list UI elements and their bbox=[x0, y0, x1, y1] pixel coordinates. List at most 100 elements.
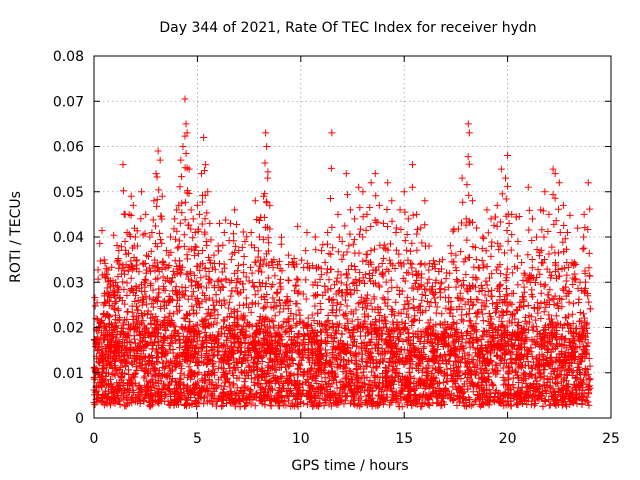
data-point bbox=[552, 400, 560, 408]
data-point bbox=[125, 354, 133, 362]
data-point bbox=[172, 354, 180, 362]
data-point bbox=[499, 309, 507, 317]
data-point bbox=[410, 304, 418, 312]
data-point bbox=[190, 389, 198, 397]
data-point bbox=[528, 353, 536, 361]
data-point bbox=[247, 368, 255, 376]
data-point bbox=[107, 396, 115, 404]
data-point bbox=[294, 222, 302, 230]
data-point bbox=[359, 303, 367, 311]
data-point bbox=[407, 247, 415, 255]
data-point bbox=[472, 309, 480, 317]
data-point bbox=[585, 401, 593, 409]
data-point bbox=[573, 344, 581, 352]
data-point bbox=[189, 332, 197, 340]
data-point bbox=[359, 323, 367, 331]
data-point bbox=[232, 359, 240, 367]
data-point bbox=[188, 292, 196, 300]
data-point bbox=[311, 374, 319, 382]
data-point bbox=[424, 367, 432, 375]
data-point bbox=[203, 392, 211, 400]
data-point bbox=[114, 256, 122, 264]
data-point bbox=[356, 400, 364, 408]
data-point bbox=[176, 335, 184, 343]
data-point bbox=[453, 364, 461, 372]
data-point bbox=[235, 338, 243, 346]
data-point bbox=[140, 374, 148, 382]
data-point bbox=[269, 264, 277, 272]
data-point bbox=[299, 386, 307, 394]
data-point bbox=[193, 321, 201, 329]
data-point bbox=[415, 359, 423, 367]
data-point bbox=[544, 291, 552, 299]
data-point bbox=[243, 233, 251, 241]
data-point bbox=[185, 363, 193, 371]
data-point bbox=[304, 320, 312, 328]
data-point bbox=[529, 381, 537, 389]
data-point bbox=[110, 231, 118, 239]
data-point bbox=[328, 380, 336, 388]
data-point bbox=[452, 352, 460, 360]
data-point bbox=[274, 402, 282, 410]
data-point bbox=[255, 278, 263, 286]
data-point bbox=[406, 340, 414, 348]
data-point bbox=[352, 350, 360, 358]
data-point bbox=[451, 357, 459, 365]
data-point bbox=[221, 391, 229, 399]
data-point bbox=[145, 353, 153, 361]
data-point bbox=[402, 395, 410, 403]
data-point bbox=[502, 380, 510, 388]
data-point bbox=[245, 277, 253, 285]
data-point bbox=[399, 354, 407, 362]
data-point bbox=[238, 325, 246, 333]
data-point bbox=[151, 371, 159, 379]
data-point bbox=[258, 357, 266, 365]
data-point bbox=[295, 306, 303, 314]
data-point bbox=[219, 401, 227, 409]
data-point bbox=[299, 368, 307, 376]
data-point bbox=[348, 341, 356, 349]
data-point bbox=[546, 354, 554, 362]
data-point bbox=[278, 360, 286, 368]
data-point bbox=[222, 369, 230, 377]
data-point bbox=[428, 355, 436, 363]
data-point bbox=[320, 402, 328, 410]
data-point bbox=[364, 392, 372, 400]
data-point bbox=[476, 365, 484, 373]
data-point bbox=[313, 337, 321, 345]
data-point bbox=[94, 275, 102, 283]
data-point bbox=[213, 343, 221, 351]
data-point bbox=[563, 271, 571, 279]
data-point bbox=[396, 329, 404, 337]
data-point bbox=[330, 376, 338, 384]
data-point bbox=[340, 251, 348, 259]
data-point bbox=[514, 334, 522, 342]
data-point bbox=[532, 399, 540, 407]
data-point bbox=[537, 299, 545, 307]
data-point bbox=[294, 276, 302, 284]
data-point bbox=[238, 359, 246, 367]
data-point bbox=[538, 351, 546, 359]
data-point bbox=[116, 400, 124, 408]
data-point bbox=[520, 288, 528, 296]
data-point bbox=[490, 221, 498, 229]
data-point bbox=[336, 378, 344, 386]
data-point bbox=[283, 356, 291, 364]
data-point bbox=[456, 289, 464, 297]
data-point bbox=[354, 388, 362, 396]
data-point bbox=[504, 376, 512, 384]
data-point bbox=[109, 277, 117, 285]
data-point bbox=[387, 349, 395, 357]
data-point bbox=[148, 345, 156, 353]
data-point bbox=[330, 281, 338, 289]
data-point bbox=[283, 348, 291, 356]
data-point bbox=[402, 336, 410, 344]
data-point bbox=[127, 344, 135, 352]
data-point bbox=[162, 362, 170, 370]
data-point bbox=[552, 380, 560, 388]
data-point bbox=[368, 387, 376, 395]
data-point bbox=[248, 375, 256, 383]
data-point bbox=[102, 372, 110, 380]
data-point bbox=[227, 391, 235, 399]
data-point bbox=[297, 398, 305, 406]
